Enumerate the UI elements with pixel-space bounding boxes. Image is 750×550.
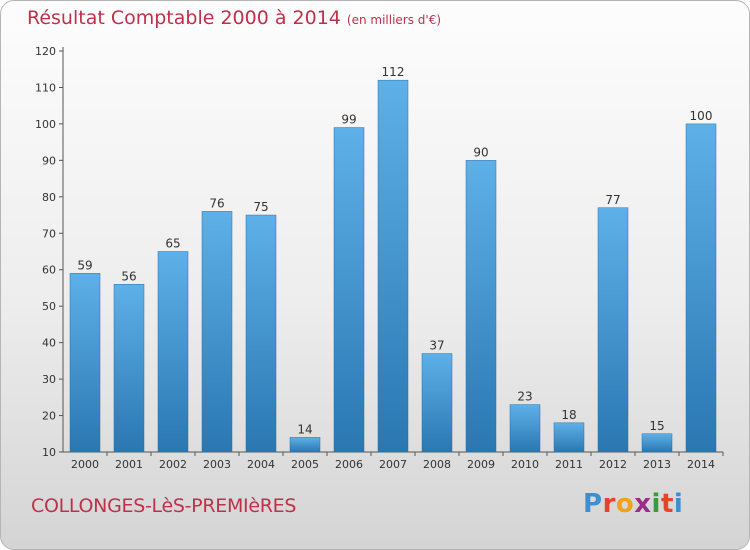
x-tick-label: 2006 [335,458,363,471]
x-tick-label: 2009 [467,458,495,471]
y-tick-label: 70 [42,227,56,240]
data-label: 75 [253,200,268,214]
data-label: 100 [690,109,713,123]
x-tick-label: 2013 [643,458,671,471]
logo-letter: r [602,489,616,519]
data-label: 90 [473,145,488,159]
proxiti-logo: Proxiti [583,489,683,519]
logo-letter: o [615,489,635,519]
bar [421,353,453,453]
chart-labels: 2000 59 2001 56 2002 65 2003 76 2004 75 2005 14 2006… [71,65,715,471]
y-tick-label: 10 [42,446,56,459]
chart-unit: (en milliers d'€) [346,13,442,27]
x-tick-label: 2007 [379,458,407,471]
data-label: 23 [517,390,532,404]
y-tick-label: 80 [42,191,56,204]
y-tick-label: 90 [42,154,56,167]
x-tick-label: 2014 [687,458,715,471]
data-label: 99 [341,113,356,127]
bar [333,127,365,453]
y-tick-label: 100 [35,118,56,131]
y-tick-label: 120 [35,45,56,58]
data-label: 18 [561,408,576,422]
data-label: 65 [165,237,180,251]
bar [597,207,629,453]
logo-letter: x [634,489,652,519]
bar [289,437,321,453]
logo-letter: P [583,489,603,519]
x-tick-label: 2003 [203,458,231,471]
bar [553,422,585,453]
x-tick-label: 2011 [555,458,583,471]
chart-bars [69,79,717,453]
logo-letter: t [660,489,674,519]
bar [641,433,673,453]
bar [377,79,409,453]
y-tick-label: 40 [42,337,56,350]
bar [245,214,277,453]
bar [465,160,497,453]
bar [685,123,717,453]
bar [509,404,541,453]
y-tick-label: 110 [35,81,56,94]
bar [113,284,145,453]
bar [201,211,233,453]
y-tick-label: 60 [42,264,56,277]
x-tick-label: 2004 [247,458,275,471]
bar [157,251,189,453]
chart-title-text: Résultat Comptable 2000 à 2014 [27,7,341,29]
logo-letter: i [673,489,684,519]
data-label: 56 [121,269,136,283]
data-label: 14 [297,422,312,436]
x-tick-label: 2000 [71,458,99,471]
y-tick-label: 20 [42,410,56,423]
commune-name: COLLONGES-LèS-PREMIèRES [31,495,297,517]
chart-title: Résultat Comptable 2000 à 2014 (en millie… [27,7,441,29]
data-label: 59 [77,258,92,272]
y-tick-label: 30 [42,373,56,386]
x-tick-label: 2010 [511,458,539,471]
x-tick-label: 2001 [115,458,143,471]
bar [69,273,101,453]
data-label: 77 [605,193,620,207]
data-label: 112 [382,65,405,79]
x-tick-label: 2002 [159,458,187,471]
data-label: 37 [429,339,444,353]
x-tick-label: 2005 [291,458,319,471]
x-tick-label: 2008 [423,458,451,471]
data-label: 15 [649,419,664,433]
y-tick-label: 50 [42,300,56,313]
data-label: 76 [209,196,224,210]
x-tick-label: 2012 [599,458,627,471]
logo-letter: i [651,489,661,519]
